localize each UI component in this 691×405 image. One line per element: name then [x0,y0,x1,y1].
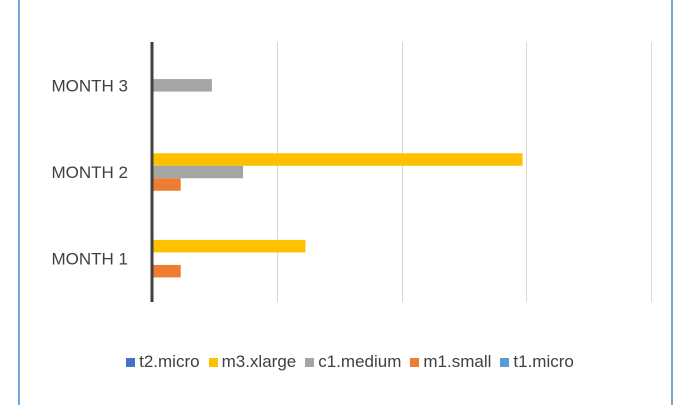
legend-swatch [500,357,510,367]
legend: t2.micro m3.xlarge c1.medium m1.small t1… [30,352,670,372]
legend-label: m1.small [423,352,492,371]
legend-swatch [410,357,420,367]
legend-item-t2-micro: t2.micro [126,352,200,372]
bar-m3-xlarge-month-1 [152,239,306,253]
category-label: MONTH 2 [52,163,129,182]
bar-m3-xlarge-month-2 [152,153,523,166]
category-label: MONTH 3 [52,76,129,95]
bar-m1-small-month-1 [152,264,181,278]
legend-label: t1.micro [513,352,574,371]
bar-m1-small-month-2 [152,178,181,191]
frame-right-border [671,0,673,405]
legend-item-t1-micro: t1.micro [500,352,574,372]
legend-item-c1-medium: c1.medium [305,352,401,372]
legend-label: m3.xlarge [221,352,297,371]
legend-swatch [126,357,136,367]
bar-c1-medium-month-2 [152,165,244,179]
legend-swatch [305,357,315,367]
category-label: MONTH 1 [52,250,129,269]
bar-c1-medium-month-3 [152,79,212,92]
legend-item-m1-small: m1.small [410,352,491,372]
legend-item-m3-xlarge: m3.xlarge [208,352,297,372]
frame-left-border [18,0,20,405]
legend-swatch [208,357,218,367]
legend-label: t2.micro [139,352,200,371]
legend-label: c1.medium [318,352,402,371]
